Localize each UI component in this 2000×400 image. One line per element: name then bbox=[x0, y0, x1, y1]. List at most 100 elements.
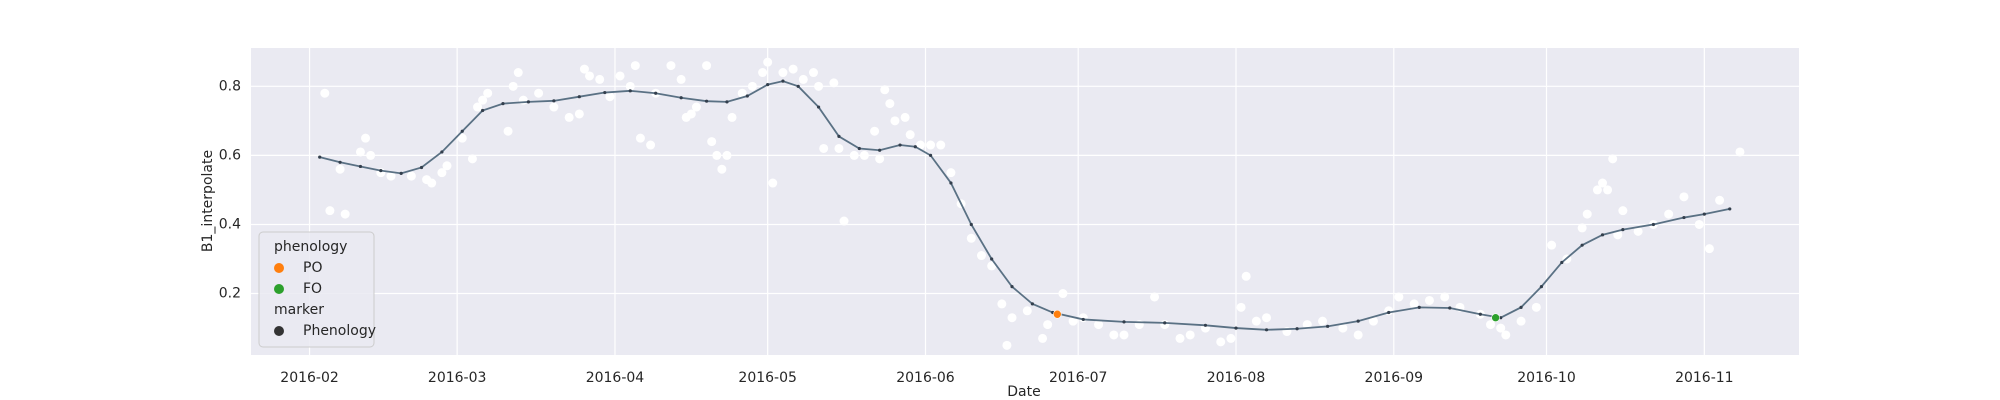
data-point bbox=[1119, 330, 1129, 340]
data-point bbox=[605, 92, 615, 102]
line-marker bbox=[526, 100, 531, 104]
data-point bbox=[1094, 320, 1104, 330]
legend-marker bbox=[274, 326, 284, 336]
data-point bbox=[478, 95, 488, 105]
line-marker bbox=[1417, 305, 1421, 309]
line-marker bbox=[577, 95, 581, 99]
data-point bbox=[987, 261, 997, 271]
data-point bbox=[549, 102, 559, 112]
data-point bbox=[335, 164, 345, 174]
data-point bbox=[778, 68, 788, 78]
x-axis-label: Date bbox=[1007, 384, 1040, 400]
data-point bbox=[513, 68, 523, 78]
data-point bbox=[442, 161, 452, 171]
line-marker bbox=[878, 148, 882, 152]
data-point bbox=[1582, 209, 1592, 219]
data-point bbox=[686, 109, 696, 119]
line-marker bbox=[1122, 320, 1126, 324]
data-point bbox=[1694, 219, 1704, 229]
data-point bbox=[1618, 206, 1628, 216]
line-marker bbox=[1560, 260, 1564, 265]
line-marker bbox=[552, 99, 556, 103]
line-marker bbox=[949, 181, 953, 185]
data-point bbox=[905, 130, 915, 140]
data-point bbox=[1226, 333, 1236, 343]
legend-marker bbox=[274, 263, 284, 273]
line-marker bbox=[1702, 212, 1706, 216]
line-marker bbox=[1326, 324, 1330, 328]
data-point bbox=[926, 140, 936, 150]
data-point bbox=[1002, 340, 1012, 350]
data-point bbox=[635, 133, 645, 143]
data-point bbox=[885, 99, 895, 109]
data-point bbox=[946, 168, 956, 178]
data-point bbox=[839, 216, 849, 226]
legend: phenology PO FO marker Phenology bbox=[258, 231, 376, 348]
data-point bbox=[870, 126, 880, 136]
line-marker bbox=[969, 222, 973, 227]
line-marker bbox=[857, 146, 861, 151]
line-marker bbox=[628, 89, 632, 93]
line-marker bbox=[928, 153, 933, 157]
data-point bbox=[1236, 302, 1246, 312]
data-point bbox=[1353, 330, 1363, 340]
data-point bbox=[758, 68, 768, 78]
interpolated-line bbox=[319, 80, 1730, 331]
data-point bbox=[859, 150, 869, 160]
data-point bbox=[915, 140, 925, 150]
line-marker bbox=[399, 171, 403, 175]
phenology-point bbox=[1053, 309, 1062, 319]
data-point bbox=[936, 140, 946, 150]
data-point bbox=[712, 150, 722, 160]
data-point bbox=[579, 64, 589, 74]
data-point bbox=[997, 299, 1007, 309]
data-point bbox=[473, 102, 483, 112]
data-point bbox=[1704, 244, 1714, 254]
legend-title: marker bbox=[274, 302, 324, 318]
line-marker bbox=[990, 257, 994, 261]
data-point bbox=[819, 143, 829, 153]
line-marker bbox=[460, 129, 464, 133]
data-point bbox=[737, 88, 747, 98]
line-marker bbox=[1621, 228, 1625, 232]
line-marker bbox=[1081, 317, 1085, 322]
line-marker bbox=[1600, 233, 1605, 237]
data-point bbox=[1022, 306, 1032, 316]
data-point bbox=[1496, 323, 1506, 333]
data-point bbox=[976, 251, 986, 261]
line-marker bbox=[318, 155, 322, 159]
data-point bbox=[1664, 209, 1674, 219]
data-point bbox=[1440, 292, 1450, 302]
line-marker bbox=[1499, 316, 1503, 320]
plot-background bbox=[251, 48, 1799, 355]
data-point bbox=[574, 109, 584, 119]
data-point bbox=[1577, 223, 1587, 233]
data-point bbox=[1679, 192, 1689, 202]
data-point bbox=[722, 150, 732, 160]
x-tick-label: 2016-09 bbox=[1365, 370, 1424, 386]
x-tick-label: 2016-05 bbox=[738, 370, 797, 386]
line-marker bbox=[837, 134, 841, 139]
data-point bbox=[1068, 316, 1078, 326]
x-tick-label: 2016-02 bbox=[280, 370, 339, 386]
data-point bbox=[1043, 320, 1053, 330]
line-marker bbox=[1234, 326, 1238, 330]
line-marker bbox=[1163, 321, 1167, 325]
line-marker bbox=[654, 91, 658, 95]
data-point bbox=[1302, 320, 1312, 330]
data-point bbox=[875, 154, 885, 164]
y-tick-label: 0.2 bbox=[219, 286, 241, 302]
data-point bbox=[1409, 299, 1419, 309]
line-marker bbox=[1519, 305, 1523, 309]
data-point bbox=[585, 71, 595, 81]
x-tick-label: 2016-07 bbox=[1049, 370, 1108, 386]
data-point bbox=[880, 85, 890, 95]
phenology-point bbox=[1491, 313, 1500, 323]
line-marker bbox=[781, 79, 785, 83]
data-point bbox=[1424, 295, 1434, 305]
data-point bbox=[340, 209, 350, 219]
data-point bbox=[666, 61, 676, 71]
line-marker bbox=[816, 105, 821, 109]
data-point bbox=[1547, 240, 1557, 250]
